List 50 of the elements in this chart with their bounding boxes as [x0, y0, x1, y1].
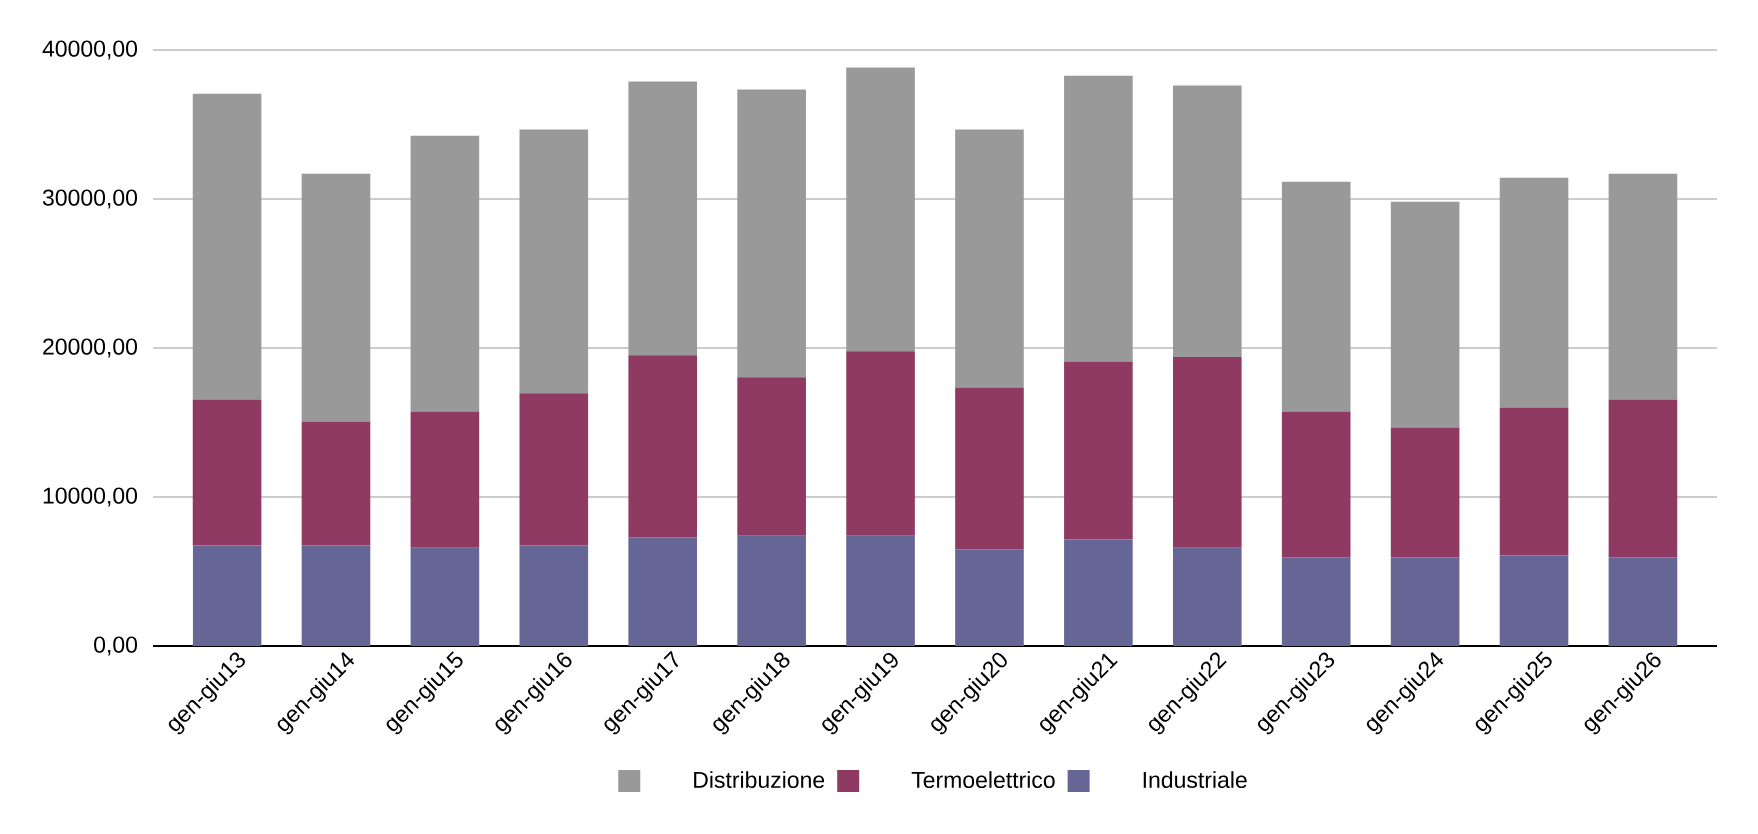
bar: [1281, 181, 1351, 412]
bar: [628, 537, 698, 646]
legend-label: Distribuzione: [694, 771, 825, 789]
y-tick-label: 20000,00: [43, 338, 138, 358]
legend-label: Termoelettrico: [911, 771, 1055, 789]
bar: [1281, 411, 1351, 558]
bar: [519, 129, 589, 394]
bar: [846, 351, 915, 536]
bar: [737, 535, 806, 646]
bar: [737, 89, 806, 378]
bar: [1064, 75, 1133, 362]
bar: [1608, 399, 1678, 558]
bar: [846, 67, 915, 352]
bar: [410, 411, 480, 548]
bar: [1390, 557, 1460, 646]
bar: [1608, 557, 1678, 646]
legend-label: Industriale: [1143, 771, 1247, 789]
bar: [192, 545, 262, 646]
y-tick-label: 30000,00: [42, 189, 138, 209]
bar: [1499, 407, 1569, 556]
bar: [301, 421, 371, 546]
y-tick-label: 10000,00: [43, 487, 138, 507]
bar: [955, 549, 1024, 646]
bar: [301, 173, 371, 422]
bar: [1499, 555, 1569, 646]
bar: [410, 547, 480, 646]
y-tick-label: 0,00: [94, 636, 138, 656]
bar: [1390, 201, 1460, 428]
bar: [1608, 173, 1678, 400]
bar: [1172, 547, 1242, 646]
bar: [1172, 85, 1242, 357]
bar: [628, 355, 698, 538]
bar: [1281, 557, 1351, 646]
bar: [1064, 539, 1133, 646]
bar: [1064, 361, 1133, 540]
bar: [410, 135, 480, 412]
bar: [1390, 427, 1460, 558]
bar: [955, 387, 1024, 550]
bar: [192, 93, 262, 400]
bar: [192, 399, 262, 546]
bar: [628, 81, 698, 356]
bar: [846, 535, 915, 646]
bar: [1499, 177, 1569, 408]
bar: [955, 129, 1024, 388]
bar: [1172, 356, 1242, 548]
bar: [737, 377, 806, 536]
bar: [519, 393, 589, 546]
bar: [519, 545, 589, 646]
bar: [301, 545, 371, 646]
y-tick-label: 40000,00: [42, 40, 138, 60]
